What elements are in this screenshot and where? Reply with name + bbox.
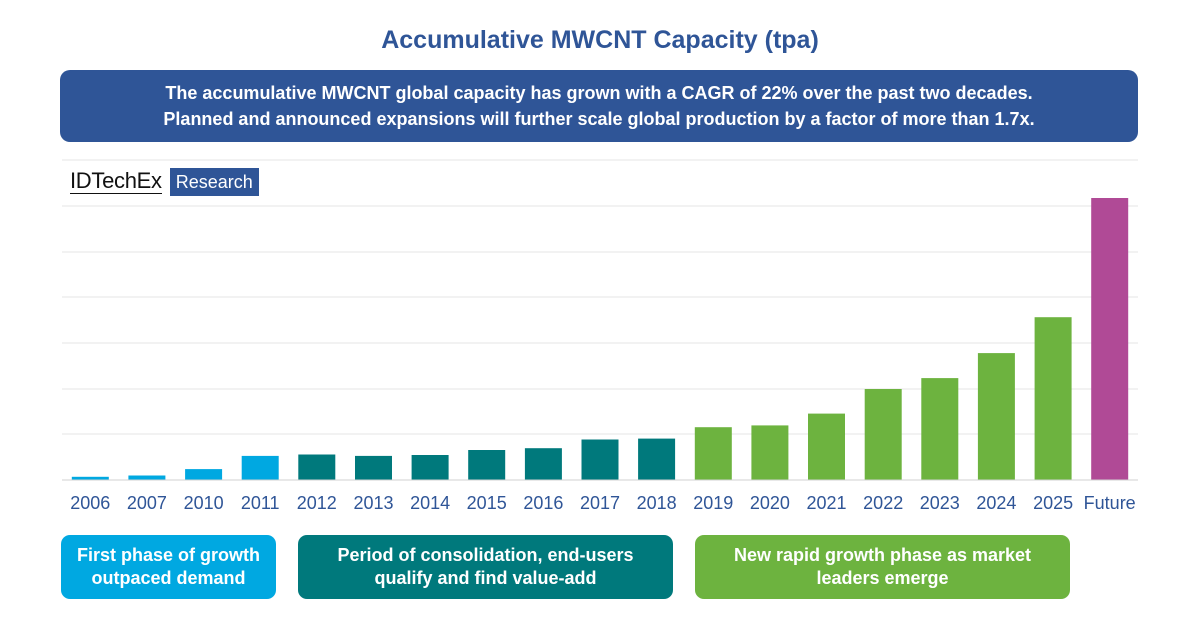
x-tick-label: 2013 [353,493,393,513]
bar-2017 [581,439,619,480]
phase-3-line-1: New rapid growth phase as market [733,545,1032,565]
bar-2021 [808,413,845,480]
x-tick-label: 2011 [241,493,280,513]
bar-2010 [185,469,223,480]
logo-wordmark: IDTechEx [70,168,162,194]
banner-line-2: Planned and announced expansions will fu… [163,109,1035,129]
banner-line-1: The accumulative MWCNT global capacity h… [165,83,1033,103]
phase-3-line-2: leaders emerge [816,568,949,588]
bar-2011 [241,455,279,480]
bar-2023 [921,378,959,480]
summary-banner: The accumulative MWCNT global capacity h… [60,70,1138,142]
bar-2020 [751,425,789,480]
x-tick-label: 2006 [70,493,110,513]
x-tick-label: 2019 [693,493,733,513]
x-tick-label: 2024 [976,493,1016,513]
phase-label-rapid-growth: New rapid growth phase as market leaders… [695,535,1070,599]
bar-2006 [71,476,109,480]
x-tick-label: 2023 [920,493,960,513]
logo-research-badge: Research [169,168,259,196]
bar-2022 [864,389,902,480]
x-tick-label: 2021 [806,493,846,513]
phase-2-line-1: Period of consolidation, end-users [337,545,634,565]
bar-2025 [1034,317,1072,480]
bar-2013 [355,455,392,480]
x-tick-label: 2016 [523,493,563,513]
phase-label-first-growth: First phase of growth outpaced demand [61,535,276,599]
phase-1-line-2: outpaced demand [91,568,246,588]
bar-2012 [298,454,336,480]
x-tick-label: 2014 [410,493,450,513]
bar-2019 [694,427,732,480]
phase-1-line-1: First phase of growth [76,545,260,565]
x-tick-label: 2010 [184,493,224,513]
phase-2-line-2: qualify and find value-add [374,568,597,588]
idtechex-logo: IDTechEx Research [70,168,259,196]
x-tick-label: 2017 [580,493,620,513]
bar-2024 [977,353,1015,480]
x-tick-label: 2012 [297,493,337,513]
x-tick-label: 2007 [127,493,167,513]
x-tick-label: Future [1084,493,1136,513]
phase-label-consolidation: Period of consolidation, end-users quali… [298,535,673,599]
x-tick-label: 2025 [1033,493,1073,513]
bar-2018 [638,438,676,480]
x-tick-label: 2020 [750,493,790,513]
bar-chart: 2006 2007 2010 2011 2012 2013 2014 2015 2016 2017… [62,159,1138,513]
bar-future [1091,198,1129,480]
chart-title: Accumulative MWCNT Capacity (tpa) [381,26,819,54]
x-tick-label: 2022 [863,493,903,513]
bar-2016 [524,448,562,480]
bar-2015 [468,450,506,480]
x-tick-label: 2018 [637,493,677,513]
x-tick-label: 2015 [467,493,507,513]
bar-2007 [128,475,166,480]
bar-2014 [411,455,449,480]
